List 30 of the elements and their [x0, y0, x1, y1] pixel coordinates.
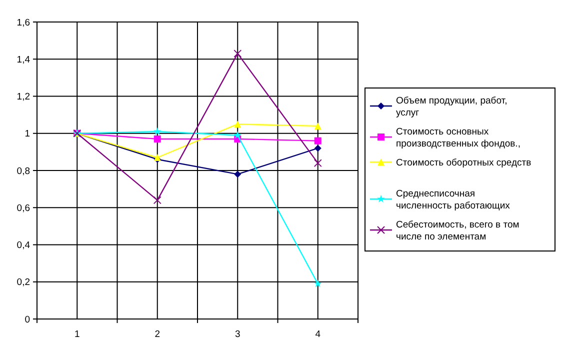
point [314, 137, 322, 144]
x-tick-label: 1 [74, 329, 80, 340]
y-tick-label: 1 [24, 128, 30, 140]
legend-label: Стоимость основных производственных фондов., [396, 126, 520, 150]
legend-label: Себестоимость, всего в том числе по элементам [396, 219, 520, 242]
y-tick-label: 0 [24, 314, 30, 326]
y-tick-label: 1,2 [16, 92, 30, 103]
point [153, 127, 162, 135]
legend-label: Среднесписочная численность работающих [396, 188, 510, 212]
point [153, 196, 162, 204]
legend-label: Стоимость оборотных средств [396, 157, 532, 168]
y-tick-label: 1,6 [16, 17, 30, 28]
y-tick-label: 0,4 [16, 240, 30, 252]
point [314, 122, 322, 130]
point [234, 170, 242, 178]
x-tick-label: 2 [154, 329, 160, 340]
x-tick-label: 3 [234, 329, 240, 340]
y-tick-label: 0,2 [16, 277, 30, 288]
legend-label: Объем продукции, работ, услуг [396, 95, 508, 118]
point [314, 280, 322, 288]
point [314, 144, 322, 152]
y-tick-label: 0,8 [16, 166, 30, 177]
x-tick-label: 4 [315, 329, 321, 340]
point [234, 120, 242, 128]
point [314, 159, 322, 168]
y-tick-label: 1,4 [16, 54, 30, 66]
point [234, 131, 242, 139]
point [154, 135, 161, 142]
y-tick-label: 0,6 [16, 202, 30, 214]
point [234, 50, 242, 58]
